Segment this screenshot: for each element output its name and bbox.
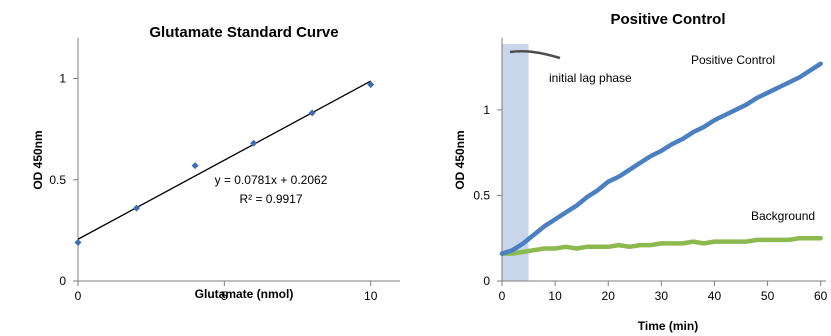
lag-phase-label: initial lag phase: [549, 71, 632, 85]
chart2-x-label: Time (min): [638, 319, 698, 333]
chart2-x-tick-label: 30: [655, 289, 669, 303]
data-point: [133, 204, 141, 212]
chart2-x-tick-label: 50: [761, 289, 775, 303]
standard-curve-chart: Glutamate Standard Curve 0 0.5 1 0 5 10 Glut…: [31, 24, 400, 303]
chart1-y-tick-label: 0.5: [49, 173, 66, 187]
chart1-y-tick-label: 0: [59, 274, 66, 288]
chart1-x-tick-label: 0: [75, 289, 82, 303]
chart1-y-tick-label: 1: [59, 72, 66, 86]
chart2-x-tick-label: 40: [708, 289, 722, 303]
chart2-title: Positive Control: [610, 11, 725, 28]
trendline-equation: y = 0.0781x + 0.2062: [215, 173, 328, 187]
chart2-x-tick-label: 60: [814, 289, 828, 303]
background-label: Background: [751, 209, 815, 223]
data-point: [250, 139, 258, 147]
background-series-line: [499, 235, 823, 256]
chart2-x-tick-label: 0: [499, 289, 506, 303]
chart2-y-label: OD 450nm: [453, 130, 467, 189]
data-point: [74, 239, 82, 247]
positive-control-chart: Positive Control 0 0.5 1 0 10 20 30 40 50 60 Tim…: [453, 11, 828, 333]
chart2-x-tick-label: 20: [602, 289, 616, 303]
chart2-y-tick-label: 0: [483, 274, 490, 288]
chart2-y-tick-label: 1: [483, 103, 490, 117]
data-point: [308, 109, 316, 117]
chart1-x-tick-label: 10: [364, 289, 378, 303]
data-point: [367, 81, 375, 89]
chart1-x-label: Glutamate (nmol): [195, 287, 294, 301]
lag-phase-pointer-arrow: [509, 50, 561, 60]
chart1-title: Glutamate Standard Curve: [149, 24, 338, 41]
trendline: [77, 80, 372, 240]
chart1-y-label: OD 450nm: [31, 130, 45, 189]
positive-control-series-line: [499, 61, 823, 256]
lag-phase-region: [502, 44, 529, 281]
chart2-y-tick-label: 0.5: [473, 188, 490, 202]
positive-control-label: Positive Control: [691, 53, 775, 67]
r-squared-value: R² = 0.9917: [239, 192, 302, 206]
chart1-x-tick-label: 5: [221, 289, 228, 303]
chart2-x-tick-label: 10: [548, 289, 562, 303]
data-point: [191, 162, 199, 170]
